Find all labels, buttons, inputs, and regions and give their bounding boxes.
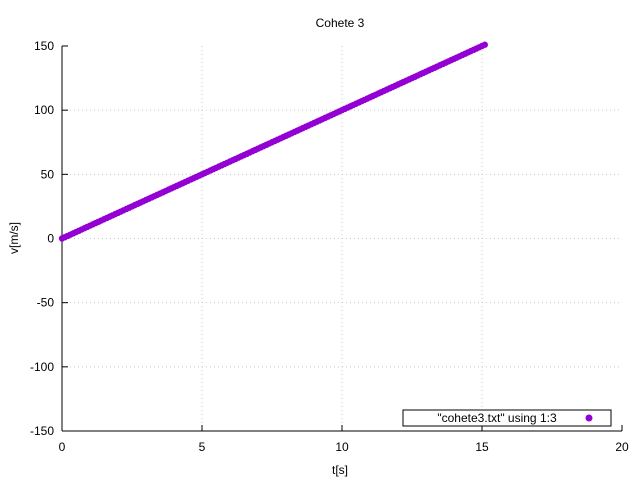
y-tick-label: 150 [34, 39, 54, 53]
x-tick-label: 20 [615, 440, 629, 454]
x-tick-label: 5 [199, 440, 206, 454]
y-tick-label: 100 [34, 103, 54, 117]
y-tick-label: -50 [37, 296, 55, 310]
x-tick-label: 15 [475, 440, 489, 454]
legend-box [402, 409, 612, 427]
tick-layer: 0 5 10 15 20 150 100 50 0 -50 -100 -150 [30, 39, 629, 454]
y-axis-label: v[m/s] [7, 222, 21, 254]
legend-label: "cohete3.txt" using 1:3 [437, 411, 557, 425]
x-tick-label: 10 [335, 440, 349, 454]
y-tick-label: -100 [30, 360, 54, 374]
data-point [481, 41, 488, 48]
series-points-layer [58, 41, 488, 242]
x-axis-label: t[s] [332, 463, 348, 477]
legend: "cohete3.txt" using 1:3 [402, 409, 612, 427]
y-tick-label: -150 [30, 424, 54, 438]
chart-title: Cohete 3 [316, 16, 365, 30]
x-tick-label: 0 [59, 440, 66, 454]
y-tick-label: 50 [41, 167, 55, 181]
y-tick-label: 0 [47, 232, 54, 246]
legend-marker-icon [585, 414, 593, 422]
